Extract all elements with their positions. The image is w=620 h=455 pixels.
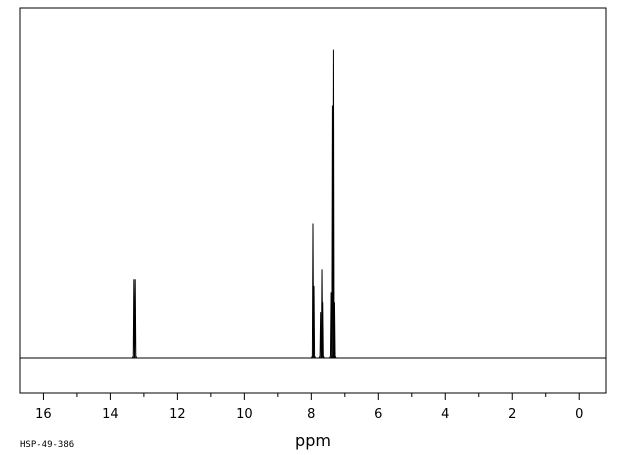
x-tick-label: 16 [35,407,52,422]
x-tick-label: 2 [508,407,516,422]
x-tick-label: 12 [169,407,186,422]
spectrum-peak [310,223,316,359]
x-tick-label: 8 [307,407,315,422]
spectrum-peak [320,302,325,359]
spectrum-peak [311,285,317,359]
x-tick-label: 10 [236,407,253,422]
spectrum-peak [332,302,337,359]
spectrum-peak [331,49,336,359]
x-axis: 16 14 12 10 8 6 4 2 0 [35,393,583,422]
x-axis-title: ppm [295,431,331,450]
x-tick-label: 14 [102,407,119,422]
spectrum-peak [319,269,325,359]
x-tick-label: 6 [374,407,382,422]
plot-frame [19,7,607,394]
x-tick-label: 0 [575,407,583,422]
spectrum-trace [131,49,337,359]
x-tick-label: 4 [441,407,449,422]
spectrum-code-label: HSP-49-386 [20,440,74,450]
spectrum-peak [133,279,138,359]
